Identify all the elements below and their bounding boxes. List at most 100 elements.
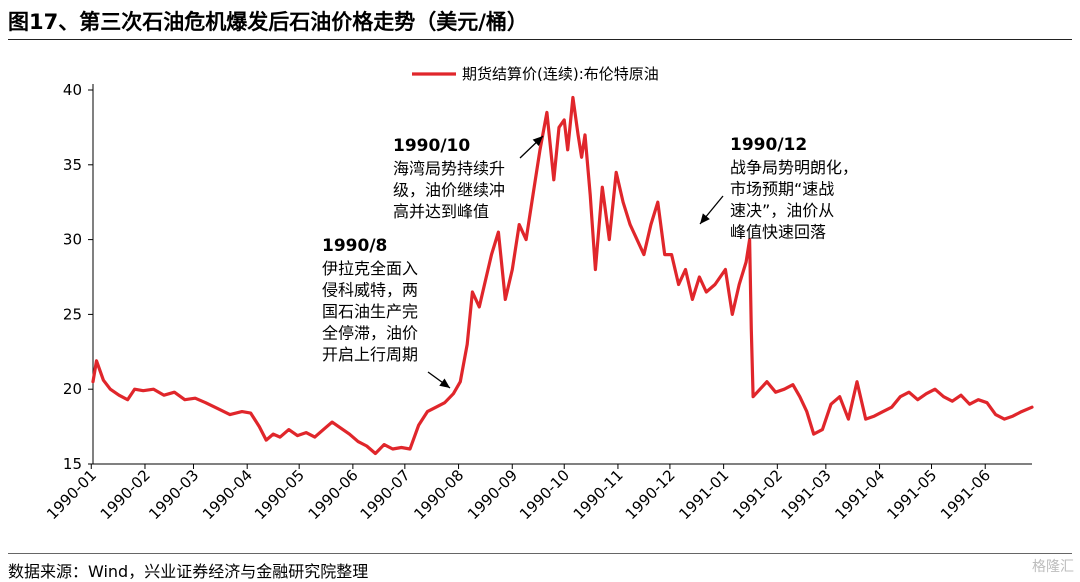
data-point: [765, 380, 769, 383]
data-point: [670, 253, 673, 256]
data-point: [838, 395, 841, 398]
data-point: [194, 397, 197, 400]
data-point: [497, 230, 500, 234]
y-axis-ticks: 15 20 25 30 35 40: [63, 81, 93, 473]
x-tick-label: 1990-07: [357, 466, 414, 523]
annotation-text: 全停滞，油价: [322, 324, 418, 343]
data-point: [576, 133, 580, 137]
data-point: [228, 413, 232, 416]
data-point: [942, 395, 945, 398]
series-line: [91, 95, 1034, 456]
data-point: [985, 401, 989, 404]
data-point: [855, 380, 859, 383]
annotation-arrowhead: [532, 136, 543, 147]
data-point: [977, 398, 980, 401]
data-point: [133, 388, 136, 391]
legend: 期货结算价(连续):布伦特原油: [412, 65, 659, 83]
data-point: [109, 388, 112, 391]
data-point: [713, 283, 717, 286]
data-point: [348, 432, 351, 436]
data-point: [216, 407, 219, 410]
data-point: [417, 423, 420, 427]
data-point: [408, 447, 412, 451]
data-point: [265, 438, 268, 442]
data-point: [774, 391, 777, 394]
x-tick-label: 1990-03: [145, 466, 202, 523]
data-point: [1003, 417, 1006, 421]
data-point: [443, 401, 446, 404]
y-tick-label: 35: [63, 156, 82, 174]
data-point: [758, 388, 762, 391]
x-tick-label: 1990-10: [516, 466, 573, 523]
data-point: [649, 223, 653, 226]
data-point: [339, 426, 342, 430]
data-point: [751, 395, 755, 398]
data-point: [278, 435, 282, 439]
series-lines: [91, 95, 1034, 456]
data-point: [873, 414, 876, 418]
x-tick-label: 1990-06: [305, 466, 362, 523]
data-point: [258, 425, 261, 428]
data-point: [142, 389, 145, 392]
watermark-logo: 格隆汇: [1032, 559, 1074, 575]
data-point: [899, 395, 902, 398]
annotation-arrowhead: [439, 378, 450, 388]
data-point: [471, 290, 474, 294]
x-tick-label: 1990-08: [410, 466, 467, 523]
data-point: [783, 388, 786, 391]
data-point: [738, 283, 741, 286]
data-point: [511, 268, 514, 271]
data-point: [400, 446, 403, 449]
data-point: [518, 223, 521, 226]
data-point: [272, 432, 275, 436]
data-point: [642, 253, 646, 256]
data-point: [322, 428, 325, 431]
data-point: [580, 156, 583, 159]
data-point: [705, 290, 708, 294]
chart-axes: [92, 84, 1032, 465]
x-tick-label: 1991-03: [778, 466, 835, 523]
data-point: [365, 444, 368, 448]
data-point: [382, 443, 386, 446]
legend-label: 期货结算价(连续):布伦特原油: [462, 65, 659, 83]
data-point: [483, 283, 486, 286]
annotation-text: 战争局势明朗化，: [730, 158, 858, 177]
y-tick-label: 25: [63, 305, 82, 323]
data-point: [829, 403, 833, 406]
source-divider: [8, 553, 1072, 554]
data-point: [434, 406, 438, 409]
data-point: [173, 391, 176, 394]
data-point: [698, 275, 701, 279]
data-point: [594, 268, 597, 271]
data-point: [615, 171, 618, 174]
data-point: [287, 428, 290, 431]
data-point: [162, 394, 166, 397]
data-point: [426, 410, 429, 413]
data-point: [805, 410, 808, 413]
data-point: [296, 434, 299, 437]
data-point: [916, 398, 919, 401]
data-point: [663, 253, 666, 256]
x-tick-label: 1991-04: [831, 466, 888, 523]
data-point: [566, 148, 569, 151]
data-point: [117, 394, 121, 397]
data-point: [102, 379, 105, 382]
data-point: [249, 411, 252, 415]
data-point: [538, 148, 542, 151]
figure-title: 图17、第三次石油危机爆发后石油价格走势（美元/桶）: [8, 10, 528, 34]
data-point: [628, 223, 632, 226]
annotation-date: 1990/8: [322, 236, 387, 256]
data-point: [391, 447, 394, 451]
data-point: [812, 432, 815, 436]
data-point: [925, 392, 928, 395]
data-point: [821, 428, 824, 431]
annotation-arrowhead: [700, 213, 710, 224]
x-tick-label: 1990-12: [622, 466, 679, 523]
x-tick-label: 1990-11: [570, 466, 627, 523]
data-point: [374, 452, 377, 455]
x-tick-label: 1990-05: [251, 466, 308, 523]
x-tick-label: 1991-05: [883, 466, 940, 523]
data-point: [744, 260, 748, 264]
data-point: [152, 388, 155, 391]
